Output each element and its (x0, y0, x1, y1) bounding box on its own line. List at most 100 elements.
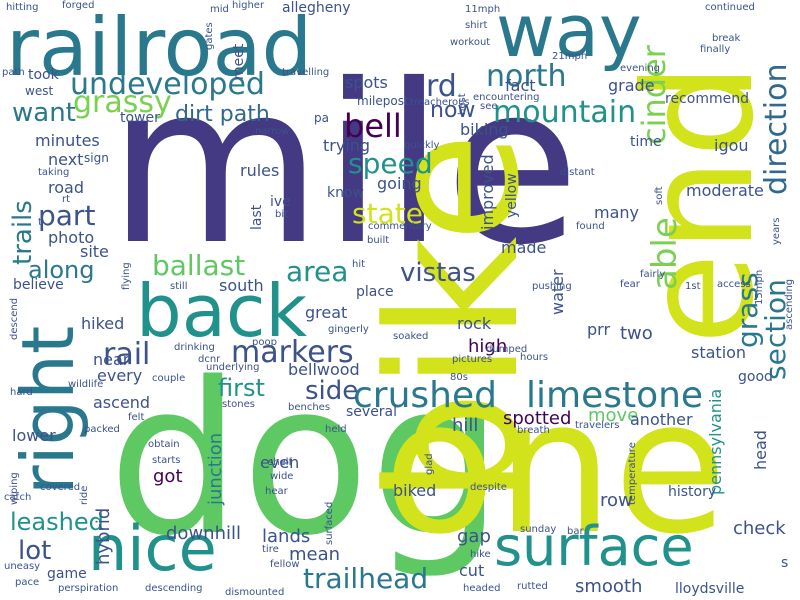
word-soaked: soaked (393, 331, 429, 342)
word-underlying: underlying (206, 362, 260, 373)
word-sunday: sunday (520, 524, 557, 535)
word-rock: rock (457, 314, 492, 333)
word-good: good (738, 369, 773, 385)
word-allegheny: allegheny (282, 0, 351, 16)
word-encountering: encountering (473, 92, 540, 103)
word-quickly: quickly (404, 140, 440, 151)
word-know: know (327, 185, 364, 201)
word-ascend: ascend (93, 393, 151, 412)
word-north: north (486, 59, 567, 94)
word-sign: sign (84, 151, 109, 165)
word-pace: pace (15, 577, 40, 588)
word-going: going (377, 174, 422, 193)
word-travelling: travelling (282, 67, 330, 78)
word-packed: packed (84, 424, 120, 435)
word-tire: tire (262, 544, 279, 555)
word-wildlife: wildlife (68, 379, 104, 390)
word-covered: covered (40, 482, 81, 493)
word-grade: grade (608, 76, 655, 95)
word-breath: breath (517, 425, 550, 436)
word-starts: starts (152, 455, 181, 466)
word-mean: mean (289, 544, 341, 565)
word-near: near (93, 350, 130, 369)
word-leashed: leashed (10, 508, 104, 536)
word-gates: gates (204, 22, 215, 50)
word-pushing: pushing (532, 281, 572, 292)
word-place: place (356, 284, 394, 300)
word-11mph: 11mph (465, 4, 501, 15)
word-lot: lot (18, 536, 52, 566)
word-flying: flying (121, 262, 132, 290)
word-want: want (12, 98, 76, 128)
word-history: history (668, 484, 717, 500)
word-water: water (548, 269, 567, 315)
word-ride: ride (79, 485, 90, 505)
word-evening: evening (620, 63, 661, 74)
word-got: got (153, 466, 183, 487)
word-hours: hours (520, 352, 549, 363)
word-t: t (38, 217, 42, 228)
word-side: side (305, 376, 359, 406)
word-hard: hard (10, 387, 33, 398)
word-spots: spots (345, 73, 388, 92)
word-rt: rt (62, 194, 71, 205)
word-milepost: milepost (357, 94, 409, 108)
word-head: head (751, 430, 770, 470)
word-distant: distant (560, 167, 595, 178)
word-pennsylvania: pennsylvania (706, 388, 725, 495)
word-railroad: railroad (6, 1, 313, 94)
word-dumped: dumped (486, 344, 528, 355)
word-finally: finally (700, 44, 731, 55)
word-along: along (28, 256, 95, 284)
word-first: first (218, 374, 265, 402)
word-perspiration: perspiration (58, 583, 119, 594)
word-gingerly: gingerly (328, 324, 369, 335)
word-smooth: smooth (575, 576, 643, 597)
word-hear: hear (265, 486, 288, 497)
word-road: road (48, 178, 84, 197)
word-descending: descending (145, 583, 203, 594)
word-hybrid: hybrid (93, 507, 114, 565)
word-access: access (717, 279, 751, 290)
word-shelf: shelf (268, 457, 292, 468)
word-trailhead: trailhead (303, 562, 429, 595)
word-fact: fact (505, 76, 536, 95)
word-moderate: moderate (686, 181, 764, 200)
word-narrow: narrow (255, 126, 290, 137)
word-taking: taking (38, 167, 70, 178)
word-time: time (630, 134, 662, 150)
word-trails: trails (8, 200, 38, 265)
word-break: break (712, 33, 741, 44)
word-ascending: ascending (784, 278, 795, 330)
word-mid: mid (210, 4, 229, 15)
word-poop: poop (252, 337, 277, 348)
word-part: part (38, 199, 96, 232)
word-nice: nice (88, 512, 217, 585)
word-benches: benches (288, 402, 331, 413)
word-fellow: fellow (270, 559, 300, 570)
word-made: made (501, 238, 547, 257)
word-best: best (457, 93, 468, 115)
word-commentary: commentary (368, 221, 432, 232)
word-meet: meet (231, 43, 247, 80)
word-cut: cut (459, 561, 485, 580)
word-surfaced: surfaced (324, 501, 335, 545)
word-check: check (733, 518, 786, 539)
word-pa: pa (314, 111, 329, 125)
word-state: state (352, 197, 423, 230)
word-biking: biking (460, 120, 509, 139)
word-temperature: temperature (627, 442, 638, 505)
word-forged: forged (62, 0, 95, 11)
word-spotted: spotted (503, 408, 572, 429)
word-catch: catch (4, 492, 32, 503)
word-next: next (48, 150, 84, 169)
word-hitting: hitting (6, 2, 39, 13)
word-trying: trying (323, 136, 371, 155)
word-shirt: shirt (465, 20, 488, 31)
word-rail: rail (103, 337, 151, 372)
word-mile: mile (108, 37, 580, 293)
word-dcnr: dcnr (198, 354, 221, 365)
word-area: area (286, 255, 349, 288)
word-believe: believe (13, 277, 64, 293)
